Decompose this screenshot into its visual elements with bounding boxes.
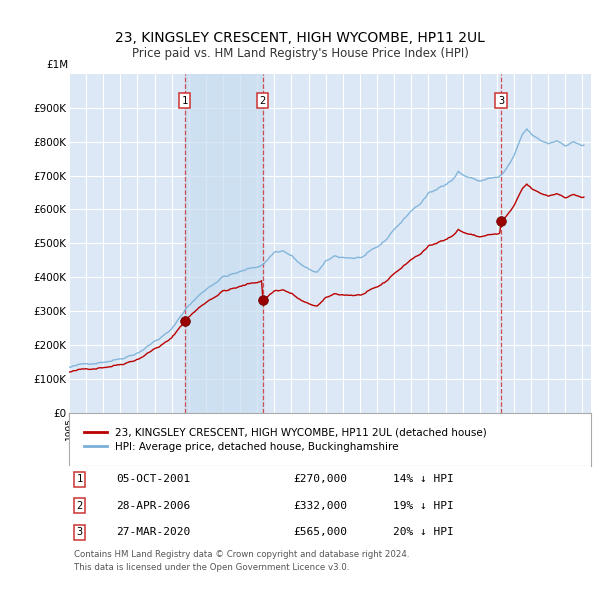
Text: 3: 3 [76,527,83,537]
Text: 20% ↓ HPI: 20% ↓ HPI [392,527,454,537]
Text: £270,000: £270,000 [293,474,347,484]
Text: Price paid vs. HM Land Registry's House Price Index (HPI): Price paid vs. HM Land Registry's House … [131,47,469,60]
Text: £565,000: £565,000 [293,527,347,537]
Text: 1: 1 [182,96,188,106]
Text: 27-MAR-2020: 27-MAR-2020 [116,527,190,537]
Legend: 23, KINGSLEY CRESCENT, HIGH WYCOMBE, HP11 2UL (detached house), HPI: Average pri: 23, KINGSLEY CRESCENT, HIGH WYCOMBE, HP1… [79,423,491,456]
Bar [185,74,263,413]
Text: 3: 3 [498,96,504,106]
Text: 28-APR-2006: 28-APR-2006 [116,501,190,511]
Text: 2: 2 [76,501,83,511]
Text: £1M: £1M [46,60,68,70]
Text: 14% ↓ HPI: 14% ↓ HPI [392,474,454,484]
Text: 05-OCT-2001: 05-OCT-2001 [116,474,190,484]
Text: 2: 2 [260,96,266,106]
Text: £332,000: £332,000 [293,501,347,511]
Text: 1: 1 [76,474,83,484]
Text: 19% ↓ HPI: 19% ↓ HPI [392,501,454,511]
Text: Contains HM Land Registry data © Crown copyright and database right 2024.
This d: Contains HM Land Registry data © Crown c… [74,550,410,572]
Text: 23, KINGSLEY CRESCENT, HIGH WYCOMBE, HP11 2UL: 23, KINGSLEY CRESCENT, HIGH WYCOMBE, HP1… [115,31,485,45]
